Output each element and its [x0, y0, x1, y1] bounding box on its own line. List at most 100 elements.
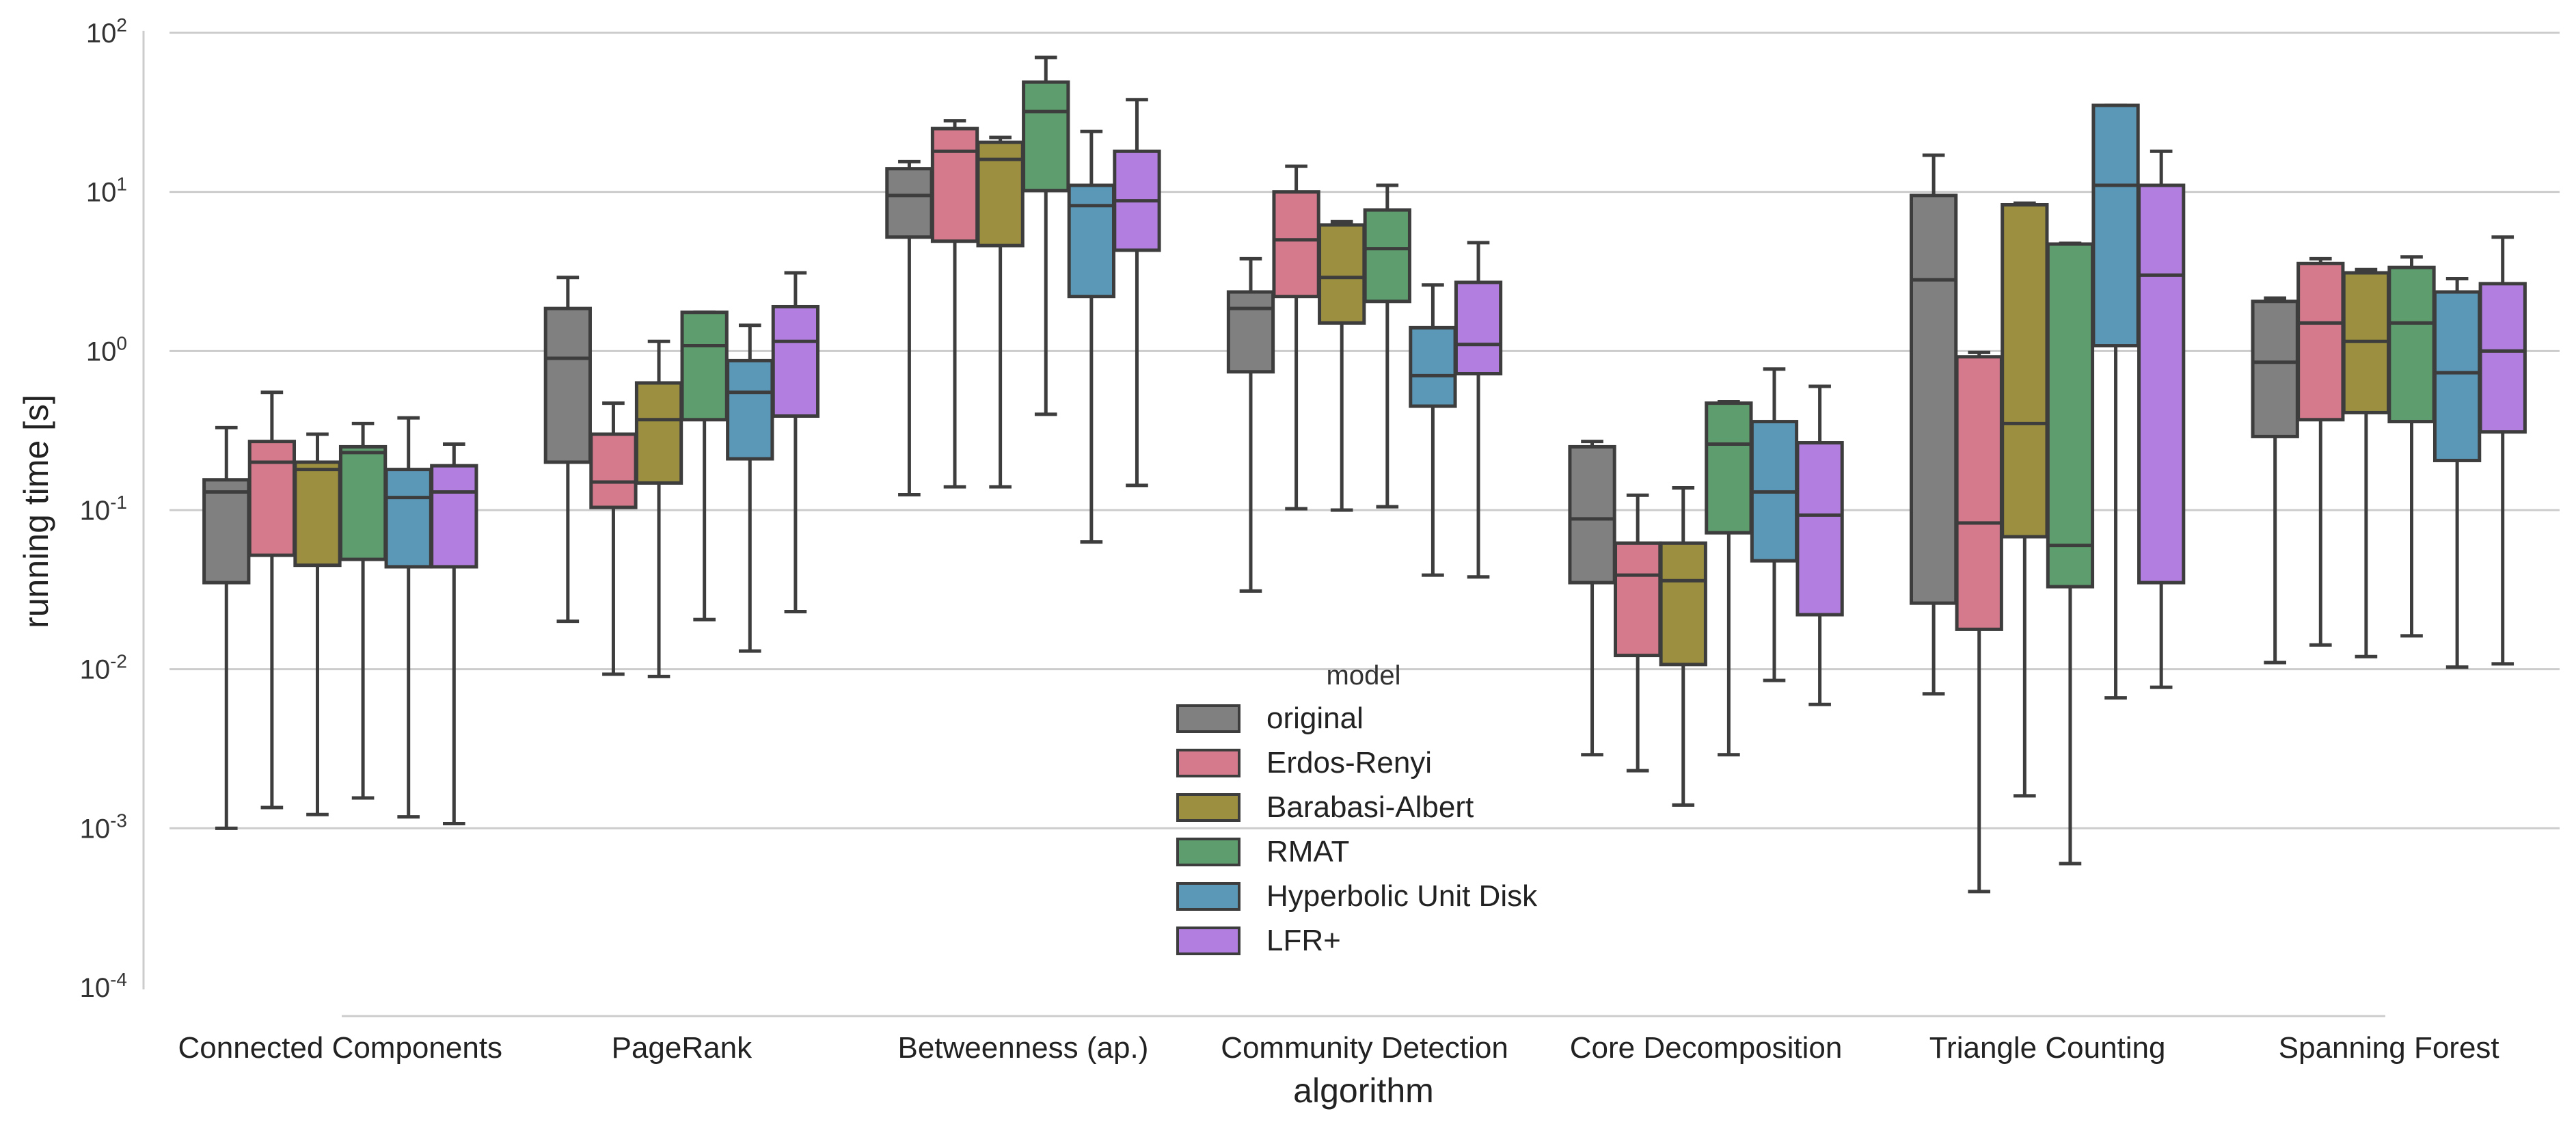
box [1272, 164, 1320, 511]
box [634, 339, 683, 678]
box-iqr [543, 306, 592, 464]
legend-swatch [1176, 749, 1240, 777]
legend-label: LFR+ [1266, 924, 1341, 957]
box-iqr [1409, 325, 1457, 408]
box [1022, 55, 1070, 416]
box-iqr [885, 167, 934, 239]
y-tick-labels: 10-4 10-3 10-2 10-1 100 101 102 [80, 14, 127, 1003]
box-iqr [2387, 265, 2436, 424]
box [589, 401, 638, 676]
legend-swatch [1176, 704, 1240, 733]
x-category-labels: Connected Components PageRank Betweenness … [178, 1031, 2499, 1065]
legend: model original Erdos-Renyi Barabasi-Albert… [1176, 661, 1538, 957]
x-tick-label: Betweenness (ap.) [897, 1031, 1148, 1065]
legend-swatch [1176, 927, 1240, 955]
x-tick-label: PageRank [612, 1031, 753, 1065]
legend-label: Hyperbolic Unit Disk [1266, 879, 1538, 913]
box [543, 276, 592, 624]
y-tick-label: 100 [86, 332, 127, 366]
box [1409, 283, 1457, 577]
box [2046, 241, 2095, 866]
box [930, 119, 979, 489]
y-tick-label: 10-1 [80, 492, 127, 526]
legend-label: Erdos-Renyi [1266, 746, 1432, 779]
box [1454, 241, 1503, 579]
box-iqr [2137, 183, 2186, 585]
box [430, 442, 478, 825]
box-iqr [2046, 242, 2095, 589]
box [976, 135, 1025, 489]
box [1318, 219, 1366, 512]
x-tick-label: Triangle Counting [1929, 1031, 2166, 1065]
box [885, 159, 934, 496]
box-iqr [1363, 208, 1411, 304]
x-tick-label: Connected Components [178, 1031, 503, 1065]
box-iqr [430, 464, 478, 569]
box-iqr [293, 460, 342, 568]
box [1795, 384, 1844, 706]
y-tick-label: 10-3 [80, 810, 127, 844]
box [1363, 183, 1411, 509]
y-axis-title: running time [s] [17, 395, 55, 628]
box [247, 390, 297, 810]
legend-swatch [1176, 793, 1240, 822]
box [2432, 277, 2482, 669]
box [680, 310, 729, 622]
box [2251, 296, 2299, 665]
box-iqr [680, 310, 729, 422]
box [1614, 493, 1662, 773]
legend-swatch [1176, 838, 1240, 866]
grid-lines [170, 31, 2560, 829]
box-iqr [1568, 444, 1616, 585]
box-iqr [247, 440, 297, 557]
boxes [202, 55, 2527, 894]
y-tick-label: 101 [86, 174, 127, 208]
box-iqr [726, 358, 774, 461]
box-iqr [589, 432, 638, 509]
box [1568, 440, 1616, 757]
axes [142, 31, 2385, 1017]
x-tick-label: Spanning Forest [2279, 1031, 2499, 1065]
box-iqr [634, 381, 683, 485]
box [726, 323, 774, 653]
legend-label: original [1266, 702, 1364, 735]
box [293, 432, 342, 816]
box-iqr [1022, 80, 1070, 193]
x-tick-label: Core Decomposition [1570, 1031, 1843, 1065]
box-iqr [1659, 541, 1707, 667]
box [2091, 103, 2140, 700]
box-iqr [1614, 541, 1662, 658]
box [1113, 98, 1161, 488]
box-iqr [1318, 223, 1366, 325]
y-tick-label: 102 [86, 14, 127, 49]
y-tick-label: 10-4 [80, 969, 127, 1003]
box [2137, 149, 2186, 689]
box-iqr [2091, 103, 2140, 348]
box-iqr [1067, 183, 1115, 299]
box-iqr [2432, 290, 2482, 462]
box-iqr [202, 478, 251, 585]
box [771, 271, 820, 614]
box [1705, 399, 1753, 757]
box-iqr [771, 304, 820, 418]
box-iqr [2001, 202, 2049, 539]
box-iqr [384, 468, 433, 569]
box [2342, 267, 2391, 658]
box-iqr [1226, 290, 1275, 374]
box [338, 421, 388, 800]
box [1067, 129, 1115, 544]
box-iqr [1955, 355, 2003, 631]
legend-label: Barabasi-Albert [1266, 790, 1474, 824]
box-iqr [930, 126, 979, 243]
x-axis-title: algorithm [1293, 1071, 1434, 1110]
box-iqr [338, 444, 388, 561]
box [2387, 255, 2436, 638]
legend-swatch [1176, 882, 1240, 911]
box-iqr [1705, 401, 1753, 535]
box-iqr [2478, 282, 2527, 434]
y-tick-label: 10-2 [80, 651, 127, 685]
box [1909, 153, 1958, 696]
box [1750, 367, 1799, 682]
legend-label: RMAT [1266, 835, 1349, 868]
